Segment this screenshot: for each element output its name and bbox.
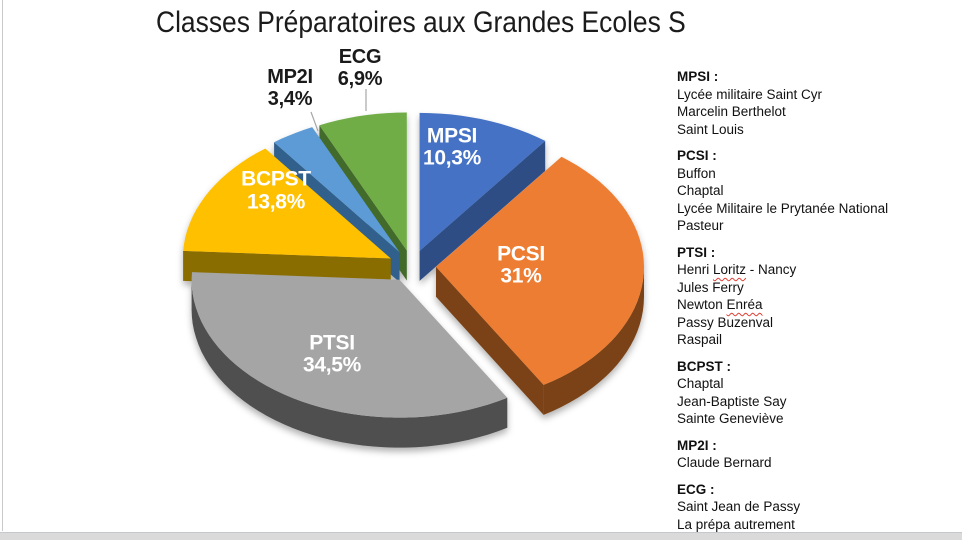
legend-item: Chaptal: [677, 183, 724, 198]
legend-item: Sainte Geneviève: [677, 411, 784, 426]
legend-item: Pasteur: [677, 218, 724, 233]
legend-group-title: BCPST :: [677, 358, 731, 374]
pie-slice-side-PCSI[interactable]: [436, 266, 544, 415]
legend-item: Jules Ferry: [677, 279, 744, 295]
legend-item: La prépa autrement: [677, 516, 795, 532]
pie-label-ECG-name: ECG: [339, 46, 381, 68]
pie-label-PTSI-name: PTSI: [309, 332, 354, 355]
pie-label-MP2I-pct: 3,4%: [268, 88, 313, 110]
pie-slice-PTSI[interactable]: [191, 272, 508, 418]
pie-slice-MP2I[interactable]: [274, 127, 400, 253]
legend-item: Passy Buzenval: [677, 314, 774, 330]
pie-slice-rim-PCSI[interactable]: [543, 266, 644, 415]
pie-label-MPSI-pct: 10,3%: [423, 147, 482, 170]
pie-slice-side-MPSI[interactable]: [419, 140, 546, 281]
pie-label-ECG-pct: 6,9%: [338, 68, 383, 90]
pie-slice-MPSI[interactable]: [419, 112, 546, 251]
legend-group: MP2I : Claude Bernard: [677, 437, 959, 472]
legend-group-title: PCSI :: [677, 148, 717, 163]
slide-left-edge: [2, 0, 3, 531]
legend-group-title: ECG :: [677, 481, 715, 497]
legend-group: PTSI : Henri Loritz - Nancy Jules Ferry New…: [677, 244, 959, 349]
legend-item: Claude Bernard: [677, 455, 772, 470]
legend-item: Marcelin Berthelot: [677, 104, 786, 119]
pie-label-MPSI-name: MPSI: [427, 125, 477, 148]
pie-label-BCPST-name: BCPST: [241, 168, 311, 191]
pie-label-PTSI-pct: 34,5%: [303, 354, 362, 377]
legend-item: Chaptal: [677, 376, 724, 391]
legend-panel: MPSI : Lycée militaire Saint Cyr Marcelin …: [677, 68, 959, 540]
legend-item: Jean-Baptiste Say: [677, 393, 787, 409]
legend-group-title: PTSI :: [677, 244, 716, 260]
legend-item: Saint Jean de Passy: [677, 499, 801, 514]
chart-title: Classes Préparatoires aux Grandes Ecoles…: [156, 6, 686, 39]
pie-label-BCPST-pct: 13,8%: [247, 191, 306, 214]
pie-label-PCSI-name: PCSI: [497, 243, 545, 266]
legend-group-title: MP2I :: [677, 437, 717, 453]
legend-item: Newton Enréa: [677, 297, 763, 312]
legend-item: Saint Louis: [677, 121, 744, 137]
legend-group: PCSI : Buffon Chaptal Lycée Militaire le Pr…: [677, 147, 959, 235]
legend-item: Lycée militaire Saint Cyr: [677, 86, 823, 102]
legend-group: MPSI : Lycée militaire Saint Cyr Marcelin …: [677, 68, 959, 138]
legend-item: Buffon: [677, 165, 716, 181]
pie-slice-rim-PTSI[interactable]: [191, 279, 508, 448]
legend-item: Henri Loritz - Nancy: [677, 262, 797, 277]
legend-item: Raspail: [677, 332, 723, 347]
window-bottom-bar: [0, 532, 962, 540]
pie-label-MP2I-name: MP2I: [267, 66, 312, 88]
legend-item: Lycée Militaire le Prytanée National: [677, 200, 889, 216]
misspelled-word: Loritz: [713, 262, 747, 277]
leader-line-MP2I: [310, 111, 319, 132]
misspelled-word: Enréa: [726, 297, 763, 312]
legend-group: ECG : Saint Jean de Passy La prépa autreme…: [677, 481, 959, 534]
pie-slice-PCSI[interactable]: [436, 156, 644, 385]
pie-slice-BCPST[interactable]: [183, 148, 391, 259]
pie-slice-ECG[interactable]: [319, 112, 407, 251]
legend-group: BCPST : Chaptal Jean-Baptiste Say Sainte Ge…: [677, 358, 959, 428]
legend-group-title: MPSI :: [677, 69, 719, 84]
pie-label-PCSI-pct: 31%: [500, 265, 542, 288]
